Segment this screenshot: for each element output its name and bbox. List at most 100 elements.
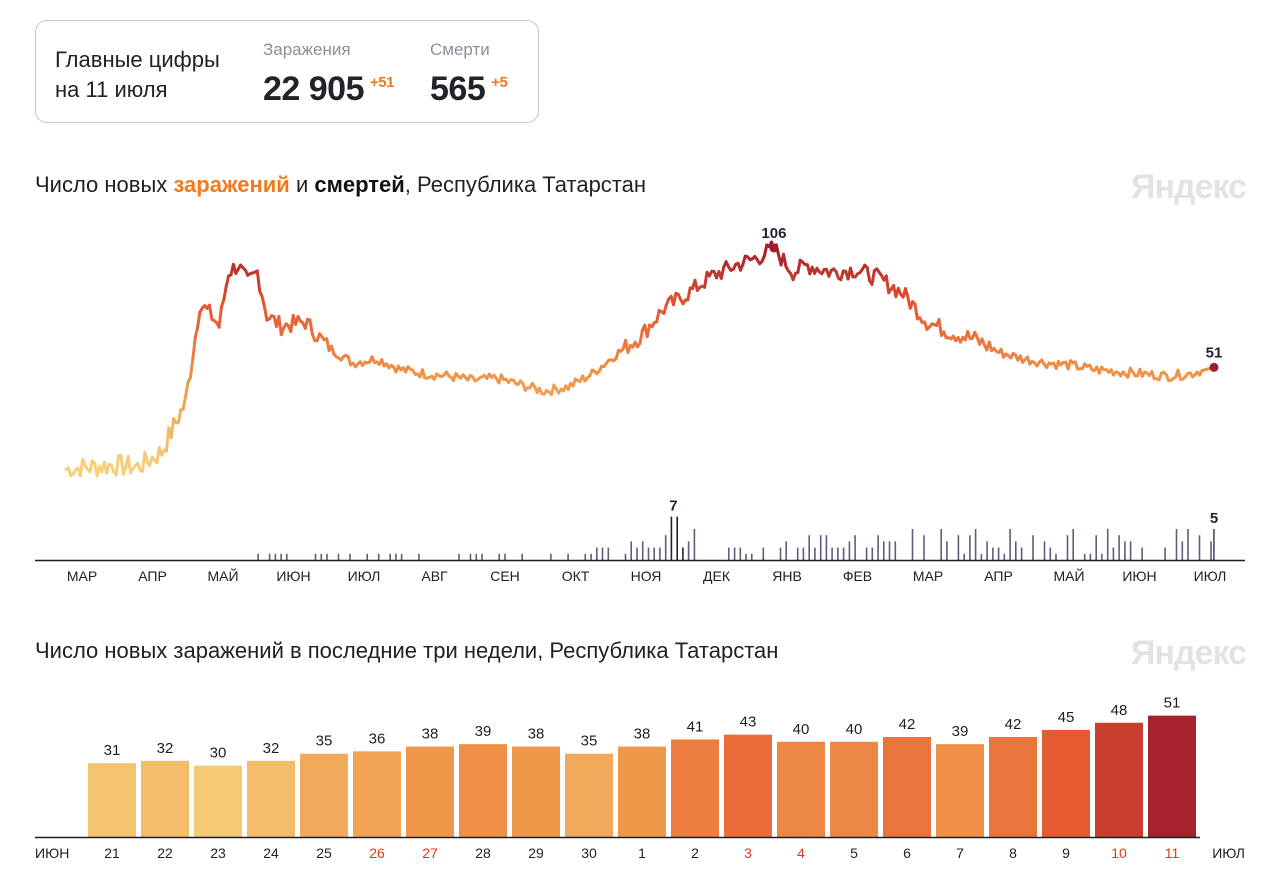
- death-bar: [659, 547, 661, 560]
- infections-line-segment: [176, 408, 183, 425]
- bar-28: [459, 744, 507, 837]
- death-bar: [1106, 529, 1109, 560]
- death-bar: [1198, 535, 1201, 560]
- death-bar: [819, 535, 822, 560]
- deaths-last-label: 5: [1210, 510, 1218, 527]
- death-bar: [1129, 541, 1132, 560]
- death-bar: [865, 547, 868, 560]
- bar-7: [936, 744, 984, 837]
- death-bar: [733, 547, 736, 560]
- death-bar: [980, 553, 983, 560]
- infections-line-segment: [655, 308, 661, 324]
- infections-line-segment: [217, 305, 223, 329]
- death-bar: [1095, 535, 1097, 560]
- infections-line-segment: [645, 323, 652, 339]
- peak-last-label: 51: [1206, 344, 1223, 361]
- infections-line-segment: [188, 357, 195, 379]
- death-bar: [992, 547, 994, 560]
- death-bar: [664, 535, 667, 560]
- bar-value-label: 30: [210, 745, 227, 762]
- chart1-title-prefix: Число новых: [35, 172, 174, 197]
- death-bar: [268, 553, 271, 560]
- infections-line-segment: [222, 285, 228, 302]
- death-bar: [940, 529, 942, 560]
- x-tick-label: 7: [956, 845, 964, 861]
- infections-delta: +51: [370, 74, 394, 91]
- infections-line-segment: [904, 287, 910, 299]
- x-tick-label: ЯНВ: [772, 568, 802, 584]
- chart1-title-infections: заражений: [173, 172, 290, 197]
- infections-line-segment: [224, 274, 231, 288]
- death-bar: [745, 553, 747, 560]
- infections-line-segment: [196, 310, 202, 330]
- bar-27: [406, 746, 454, 837]
- death-bar: [607, 547, 610, 560]
- death-bar: [630, 541, 632, 560]
- death-bar: [894, 541, 897, 560]
- infections-label: Заражения: [263, 40, 351, 59]
- bar-value-label: 42: [899, 716, 916, 733]
- bar-value-label: 40: [793, 721, 810, 738]
- bar-value-label: 39: [952, 723, 969, 740]
- x-tick-label: 26: [369, 845, 385, 861]
- infections-line-segment: [143, 450, 149, 464]
- x-tick-label: ИЮН: [276, 568, 310, 584]
- x-tick-label: 1: [638, 845, 646, 861]
- bar-8: [989, 737, 1037, 837]
- death-bar: [1187, 529, 1189, 560]
- death-bar: [848, 541, 851, 560]
- death-bar: [1118, 535, 1120, 560]
- death-bar: [418, 553, 420, 560]
- infections-line-segment: [913, 302, 919, 321]
- death-bar: [946, 541, 948, 560]
- death-bar: [314, 553, 317, 560]
- death-bar: [911, 529, 914, 560]
- bar-24: [247, 760, 295, 837]
- infections-line-segment: [181, 394, 188, 411]
- x-tick-label: СЕН: [490, 568, 520, 584]
- death-bar: [286, 553, 288, 560]
- infections-line: [64, 240, 1216, 478]
- infections-line-segment: [703, 270, 709, 289]
- death-bar: [521, 553, 523, 560]
- infections-line-segment: [870, 269, 876, 286]
- bar-value-label: 42: [1005, 716, 1022, 733]
- yandex-logo-2: Яндекс: [1131, 634, 1247, 672]
- death-bar: [802, 547, 805, 560]
- x-tick-label: 2: [691, 845, 699, 861]
- x-tick-label: ФЕВ: [843, 568, 872, 584]
- death-bar: [1181, 541, 1184, 560]
- death-bar: [682, 547, 684, 560]
- death-bar: [377, 553, 380, 560]
- x-tick-label: 8: [1009, 845, 1017, 861]
- x-tick-label: 23: [210, 845, 226, 861]
- death-bar: [762, 547, 765, 560]
- death-bar: [785, 541, 787, 560]
- death-bar: [986, 541, 988, 560]
- chart1-title-deaths: смертей: [314, 172, 405, 197]
- x-tick-label: 28: [475, 845, 491, 861]
- x-tick-label: ИЮЛ: [348, 568, 381, 584]
- death-bar: [1066, 535, 1069, 560]
- death-bar: [831, 547, 833, 560]
- x-tick-label: ДЕК: [703, 568, 731, 584]
- x-tick-label: 9: [1062, 845, 1070, 861]
- death-bar: [504, 553, 506, 560]
- x-tick-label: 24: [263, 845, 279, 861]
- death-bar: [590, 553, 592, 560]
- x-tick-label: 5: [850, 845, 858, 861]
- death-bar: [366, 553, 368, 560]
- death-bar: [498, 553, 500, 560]
- death-bar: [1083, 553, 1086, 560]
- death-bar: [854, 535, 856, 560]
- bar-value-label: 35: [316, 733, 333, 750]
- x-tick-label: 6: [903, 845, 911, 861]
- infections-value: 22 905: [263, 70, 365, 108]
- death-bar: [624, 553, 627, 560]
- deaths-value-row: 565 +5: [430, 70, 508, 109]
- x-tick-label: 25: [316, 845, 332, 861]
- death-bar: [550, 553, 552, 560]
- death-bar: [1089, 553, 1092, 560]
- death-bar: [957, 535, 960, 560]
